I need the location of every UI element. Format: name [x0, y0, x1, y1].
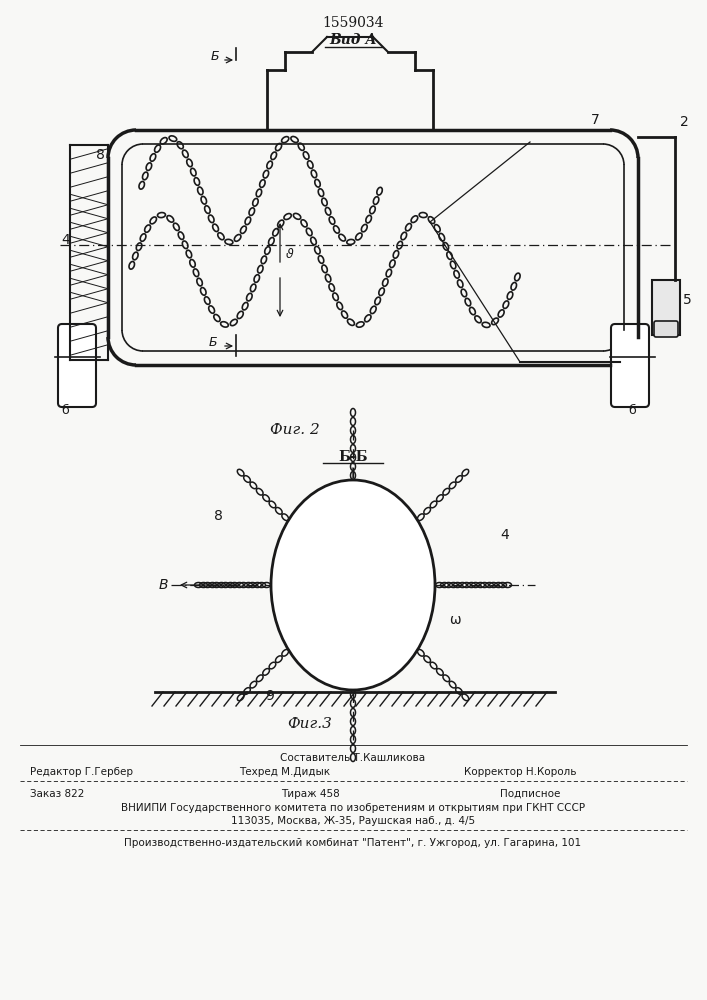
Text: 7: 7: [590, 113, 600, 127]
Text: 113035, Москва, Ж-35, Раушская наб., д. 4/5: 113035, Москва, Ж-35, Раушская наб., д. …: [231, 816, 475, 826]
Bar: [652, 280, 680, 335]
Text: Тираж 458: Тираж 458: [281, 789, 339, 799]
Text: Редактор Г.Гербер: Редактор Г.Гербер: [30, 767, 133, 777]
Text: б: б: [628, 403, 636, 416]
Text: 9: 9: [266, 689, 274, 703]
Text: Производственно-издательский комбинат "Патент", г. Ужгород, ул. Гагарина, 101: Производственно-издательский комбинат "П…: [124, 838, 582, 848]
Text: Корректор Н.Король: Корректор Н.Король: [464, 767, 576, 777]
Text: Составитель Т.Кашликова: Составитель Т.Кашликова: [281, 753, 426, 763]
Text: 4: 4: [501, 528, 509, 542]
Text: 2: 2: [680, 115, 689, 129]
Text: Подписное: Подписное: [500, 789, 560, 799]
FancyBboxPatch shape: [58, 324, 96, 407]
Text: ϑ: ϑ: [286, 248, 293, 261]
Text: б: б: [61, 403, 69, 416]
Text: Заказ 822: Заказ 822: [30, 789, 84, 799]
Text: Фиг. 2: Фиг. 2: [270, 423, 320, 437]
Text: Б: Б: [209, 336, 217, 349]
Text: Б-Б: Б-Б: [338, 450, 368, 464]
Text: Б: Б: [211, 49, 219, 62]
Text: 8: 8: [95, 148, 105, 162]
Text: ВНИИПИ Государственного комитета по изобретениям и открытиям при ГКНТ СССР: ВНИИПИ Государственного комитета по изоб…: [121, 803, 585, 813]
Text: 4: 4: [62, 233, 71, 247]
Text: B: B: [158, 578, 168, 592]
FancyBboxPatch shape: [611, 324, 649, 407]
Text: Техред М.Дидык: Техред М.Дидык: [240, 767, 331, 777]
Text: Вид А: Вид А: [329, 33, 377, 47]
Text: 1559034: 1559034: [322, 16, 384, 30]
Text: Фиг.3: Фиг.3: [288, 717, 332, 731]
Ellipse shape: [271, 480, 435, 690]
Text: 5: 5: [683, 293, 691, 307]
FancyBboxPatch shape: [654, 321, 678, 337]
Text: ω: ω: [449, 613, 461, 627]
Text: 8: 8: [214, 509, 223, 523]
